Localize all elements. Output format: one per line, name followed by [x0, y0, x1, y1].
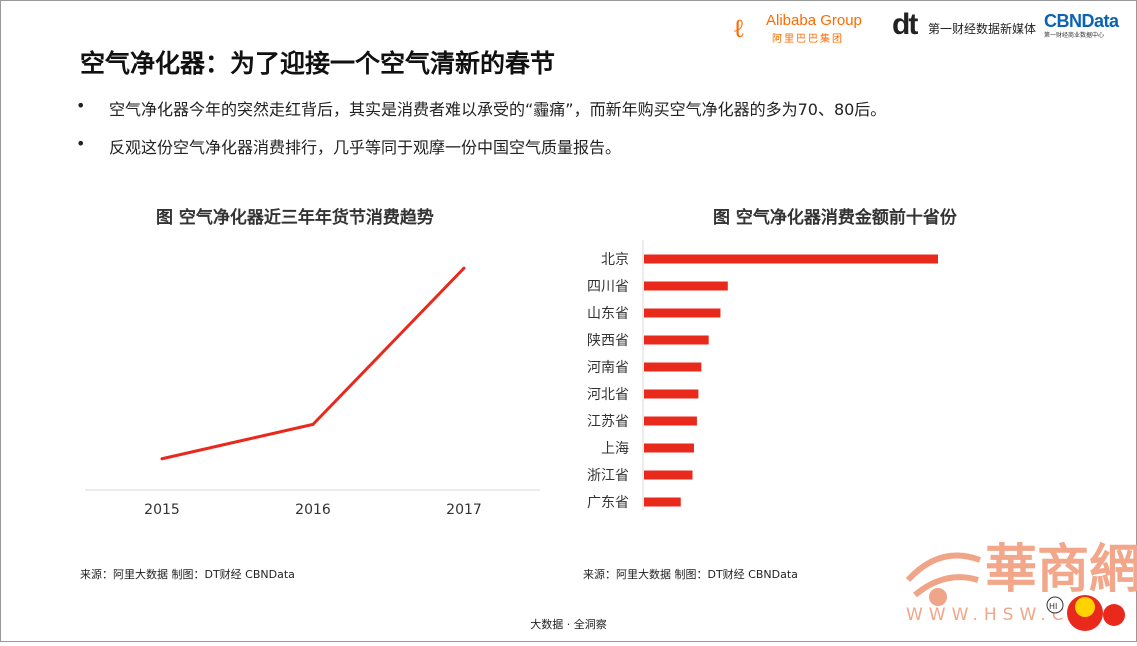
source-note-left: 来源：阿里大数据 制图：DT财经 CBNData — [80, 568, 295, 581]
category-label: 浙江省 — [587, 468, 629, 484]
bullet-text: 反观这份空气净化器消费排行，几乎等同于观摩一份中国空气质量报告。 — [109, 138, 622, 157]
data-point — [462, 266, 466, 270]
bar — [644, 281, 728, 291]
category-label: 江苏省 — [587, 414, 629, 430]
cbndata-logo: CBNData 第一财经商业数据中心 — [1044, 11, 1134, 41]
data-point — [160, 457, 164, 461]
line-chart: 2015 2016 2017 — [85, 266, 540, 518]
category-label: 广东省 — [587, 495, 629, 511]
bullet-dot: • — [76, 96, 86, 115]
hsw-watermark: 華商網 WWW.HSW.CN HI — [900, 525, 1137, 642]
watermark-brand: 華商網 — [985, 540, 1137, 600]
category-label: 上海 — [601, 441, 629, 457]
source-note-right: 来源：阿里大数据 制图：DT财经 CBNData — [583, 568, 798, 581]
footer-slogan: 大数据 · 全洞察 — [530, 618, 607, 631]
alibaba-logo-subtext: 阿里巴巴集团 — [772, 34, 844, 45]
bar-chart-title: 图 空气净化器消费金额前十省份 — [713, 208, 957, 228]
data-point — [311, 422, 315, 426]
category-label: 河北省 — [587, 387, 629, 403]
dt-mark: dt — [892, 8, 918, 41]
x-tick-label: 2016 — [295, 502, 331, 518]
bar — [644, 308, 721, 318]
bar — [644, 335, 709, 345]
x-tick-label: 2017 — [446, 502, 482, 518]
bar — [644, 362, 702, 372]
bullet-dot: • — [76, 134, 86, 153]
bar — [644, 470, 693, 480]
hsw-watermark-graphic: 華商網 WWW.HSW.CN HI — [905, 540, 1137, 631]
cbndata-logo-subtext: 第一财经商业数据中心 — [1044, 32, 1105, 39]
watermark-url: WWW.HSW.CN — [906, 605, 1088, 625]
bar — [644, 389, 699, 399]
cbndata-logo-text: CBNData — [1044, 11, 1119, 31]
category-label: 北京 — [601, 252, 629, 268]
watermark-badge: HI — [1049, 602, 1057, 611]
series-line — [161, 267, 466, 461]
category-label: 陕西省 — [587, 333, 629, 349]
bar — [644, 416, 697, 426]
x-tick-label: 2015 — [144, 502, 180, 518]
bar — [644, 497, 681, 507]
category-label: 四川省 — [587, 279, 629, 295]
bullet-text: 空气净化器今年的突然走红背后，其实是消费者难以承受的“霾痛”，而新年购买空气净化… — [109, 100, 887, 119]
dt-logo-text: 第一财经数据新媒体 — [928, 22, 1037, 36]
category-label: 河南省 — [587, 360, 629, 376]
alibaba-mark-icon: ℓ — [734, 14, 744, 44]
alibaba-group-logo: ℓ Alibaba Group 阿里巴巴集团 — [734, 10, 884, 45]
category-label: 山东省 — [587, 306, 629, 322]
page-title: 空气净化器：为了迎接一个空气清新的春节 — [80, 49, 556, 78]
bar — [644, 254, 938, 264]
alibaba-logo-text: Alibaba Group — [766, 12, 862, 29]
line-chart-title: 图 空气净化器近三年年货节消费趋势 — [156, 208, 434, 228]
bar — [644, 443, 694, 453]
